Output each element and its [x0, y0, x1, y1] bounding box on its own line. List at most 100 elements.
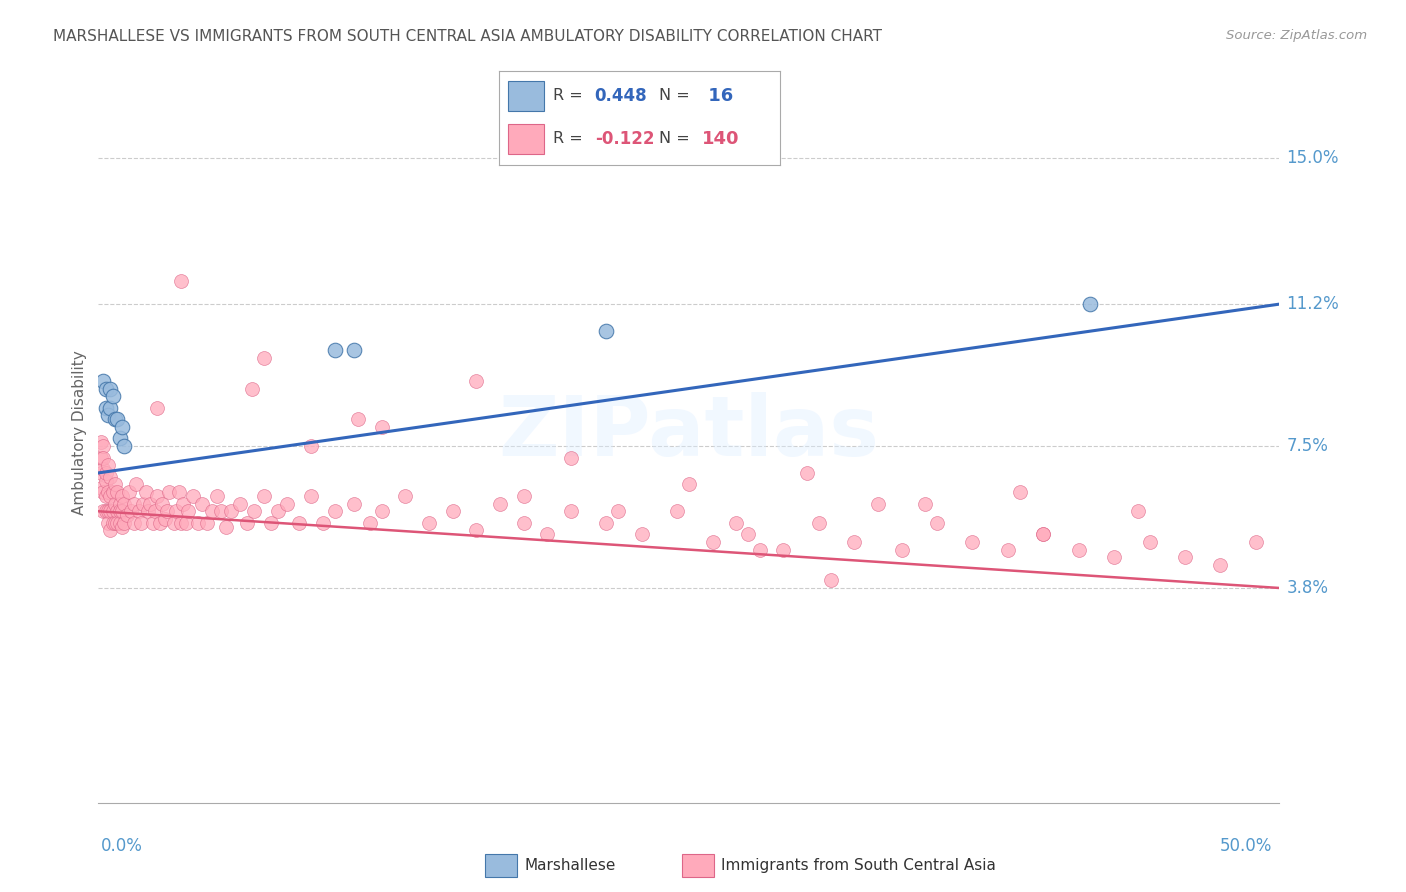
Point: [209, 504, 232, 518]
Point: [122, 497, 145, 511]
Point: [342, 343, 364, 358]
Point: [94, 382, 117, 396]
Point: [666, 504, 689, 518]
Point: [172, 497, 194, 511]
Point: [94, 474, 117, 488]
Bar: [508, 81, 544, 111]
Point: [866, 497, 889, 511]
Point: [146, 401, 169, 415]
Point: [97, 409, 120, 423]
Point: [91, 462, 114, 476]
Point: [299, 439, 322, 453]
Point: [146, 489, 169, 503]
Point: [219, 504, 242, 518]
Point: [748, 542, 770, 557]
Point: [101, 485, 124, 500]
Point: [630, 527, 652, 541]
Point: [359, 516, 381, 530]
Point: [115, 508, 138, 522]
Point: [98, 401, 121, 415]
Point: [394, 489, 416, 503]
Point: [132, 497, 155, 511]
Text: R =: R =: [553, 131, 588, 146]
Point: [108, 497, 131, 511]
Point: [925, 516, 948, 530]
Point: [122, 516, 145, 530]
Point: [1209, 558, 1232, 572]
Point: [997, 542, 1019, 557]
Point: [157, 485, 180, 500]
Text: Immigrants from South Central Asia: Immigrants from South Central Asia: [721, 858, 997, 872]
Text: 50.0%: 50.0%: [1220, 837, 1272, 855]
Point: [243, 504, 266, 518]
Point: [201, 504, 224, 518]
Text: R =: R =: [553, 88, 588, 103]
Point: [112, 516, 135, 530]
Point: [104, 412, 127, 426]
Point: [267, 504, 290, 518]
Point: [229, 497, 252, 511]
Point: [702, 535, 724, 549]
Point: [465, 524, 488, 538]
Point: [1174, 550, 1197, 565]
Text: ZIPatlas: ZIPatlas: [499, 392, 879, 473]
Point: [342, 497, 364, 511]
Point: [97, 504, 120, 518]
Point: [253, 489, 276, 503]
Point: [108, 431, 131, 445]
Point: [607, 504, 630, 518]
Point: [371, 420, 394, 434]
Point: [1244, 535, 1267, 549]
Point: [108, 504, 131, 518]
Point: [962, 535, 984, 549]
Point: [111, 504, 134, 518]
Point: [167, 485, 190, 500]
Point: [191, 497, 214, 511]
Point: [118, 485, 141, 500]
Point: [276, 497, 298, 511]
Point: [914, 497, 936, 511]
Point: [1080, 297, 1102, 311]
Point: [128, 504, 150, 518]
Point: [737, 527, 759, 541]
Point: [347, 412, 370, 426]
Point: [101, 516, 124, 530]
Point: [91, 504, 114, 518]
Point: [177, 504, 200, 518]
Point: [181, 489, 204, 503]
Point: [560, 504, 582, 518]
Point: [150, 497, 173, 511]
Point: [844, 535, 866, 549]
Point: [97, 516, 120, 530]
Point: [807, 516, 830, 530]
Point: [312, 516, 335, 530]
Point: [323, 504, 346, 518]
Point: [90, 450, 112, 465]
Point: [90, 466, 112, 480]
Point: [205, 489, 228, 503]
Point: [512, 489, 534, 503]
Point: [236, 516, 259, 530]
Text: 15.0%: 15.0%: [1286, 149, 1339, 168]
Point: [240, 382, 263, 396]
Point: [1067, 542, 1090, 557]
Point: [104, 516, 127, 530]
Point: [260, 516, 283, 530]
Point: [678, 477, 700, 491]
Point: [536, 527, 558, 541]
Point: [163, 516, 186, 530]
Point: [170, 516, 193, 530]
Point: [512, 516, 534, 530]
Point: [112, 497, 135, 511]
Point: [108, 516, 131, 530]
Point: [125, 477, 148, 491]
Point: [560, 450, 582, 465]
Y-axis label: Ambulatory Disability: Ambulatory Disability: [72, 351, 87, 515]
Point: [1126, 504, 1149, 518]
Point: [143, 504, 166, 518]
Text: N =: N =: [659, 88, 696, 103]
Point: [94, 401, 117, 415]
Point: [215, 519, 238, 533]
Point: [890, 542, 912, 557]
Point: [187, 516, 209, 530]
